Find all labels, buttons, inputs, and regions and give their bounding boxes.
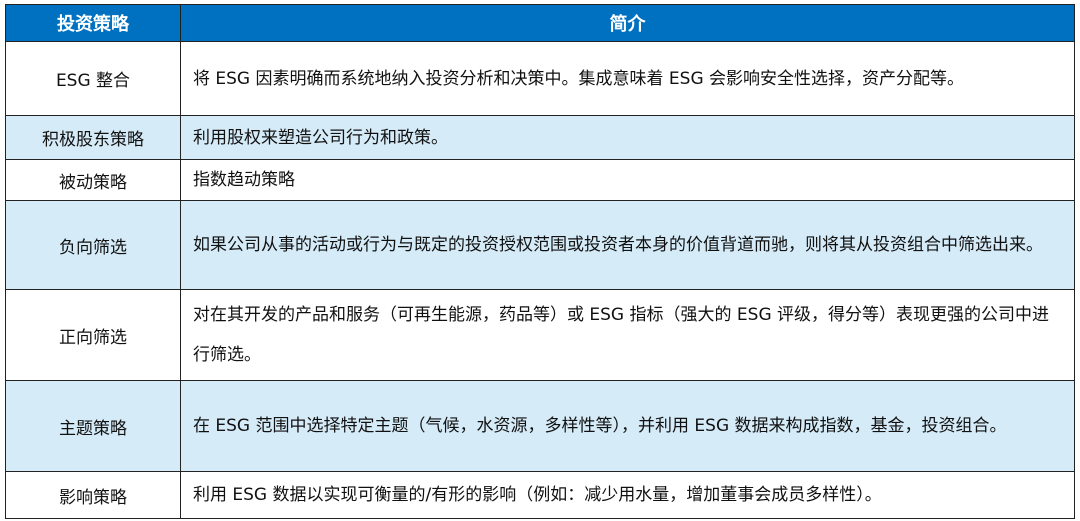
- description-cell: 将 ESG 因素明确而系统地纳入投资分析和决策中。集成意味着 ESG 会影响安全…: [180, 41, 1075, 116]
- description-cell: 指数趋动策略: [180, 159, 1075, 201]
- table-row: 主题策略 在 ESG 范围中选择特定主题（气候，水资源，多样性等），并利用 ES…: [5, 380, 1075, 472]
- description-cell: 如果公司从事的活动或行为与既定的投资授权范围或投资者本身的价值背道而驰，则将其从…: [180, 200, 1075, 290]
- esg-strategy-table: 投资策略 简介 ESG 整合 将 ESG 因素明确而系统地纳入投资分析和决策中。…: [5, 4, 1075, 519]
- header-strategy: 投资策略: [5, 4, 181, 42]
- description-cell: 对在其开发的产品和服务（可再生能源，药品等）或 ESG 指标（强大的 ESG 评…: [180, 289, 1075, 381]
- strategy-cell: 影响策略: [5, 471, 181, 519]
- description-cell: 在 ESG 范围中选择特定主题（气候，水资源，多样性等），并利用 ESG 数据来…: [180, 380, 1075, 472]
- table-row: 负向筛选 如果公司从事的活动或行为与既定的投资授权范围或投资者本身的价值背道而驰…: [5, 200, 1075, 290]
- table-header-row: 投资策略 简介: [5, 4, 1075, 42]
- strategy-cell: 负向筛选: [5, 200, 181, 290]
- table-row: 正向筛选 对在其开发的产品和服务（可再生能源，药品等）或 ESG 指标（强大的 …: [5, 289, 1075, 381]
- table-row: 影响策略 利用 ESG 数据以实现可衡量的/有形的影响（例如：减少用水量，增加董…: [5, 471, 1075, 519]
- table-row: ESG 整合 将 ESG 因素明确而系统地纳入投资分析和决策中。集成意味着 ES…: [5, 41, 1075, 116]
- table-row: 被动策略 指数趋动策略: [5, 159, 1075, 201]
- strategy-cell: 正向筛选: [5, 289, 181, 381]
- strategy-cell: 积极股东策略: [5, 115, 181, 160]
- description-cell: 利用 ESG 数据以实现可衡量的/有形的影响（例如：减少用水量，增加董事会成员多…: [180, 471, 1075, 519]
- strategy-cell: 主题策略: [5, 380, 181, 472]
- strategy-cell: ESG 整合: [5, 41, 181, 116]
- header-description: 简介: [180, 4, 1075, 42]
- table-row: 积极股东策略 利用股权来塑造公司行为和政策。: [5, 115, 1075, 160]
- strategy-cell: 被动策略: [5, 159, 181, 201]
- description-cell: 利用股权来塑造公司行为和政策。: [180, 115, 1075, 160]
